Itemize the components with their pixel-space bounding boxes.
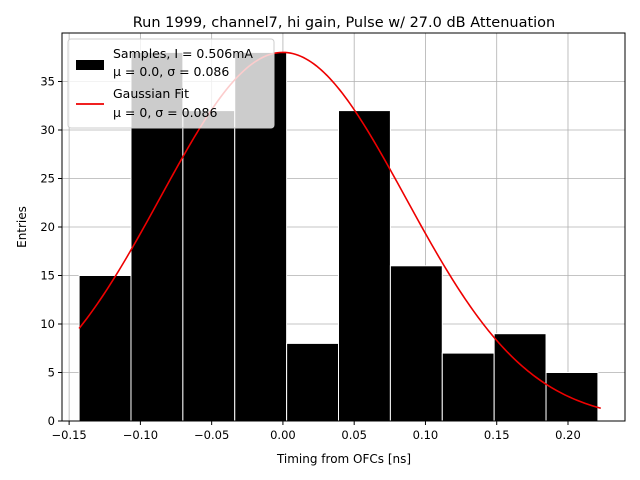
x-tick-label: 0.00 [270,428,296,442]
histogram-bar [441,352,495,422]
histogram-bar [286,342,340,422]
histogram-bar [545,372,599,422]
x-tick-label: 0.20 [555,428,581,442]
legend-label-fit: Gaussian Fit [113,86,189,101]
legend: Samples, I = 0.506mA μ = 0.0, σ = 0.086 … [67,38,275,129]
legend-label-samples: Samples, I = 0.506mA [113,46,253,61]
x-tick-label: −0.05 [194,428,229,442]
legend-swatch-samples [76,60,104,70]
y-tick-label: 15 [40,269,55,283]
y-tick-label: 0 [48,414,55,428]
y-tick-label: 25 [40,172,55,186]
y-tick-label: 35 [40,75,55,89]
chart-title: Run 1999, channel7, hi gain, Pulse w/ 27… [133,15,556,31]
x-axis-label: Timing from OFCs [ns] [276,452,411,466]
x-tick-label: 0.15 [484,428,510,442]
legend-stats-fit: μ = 0, σ = 0.086 [113,105,217,120]
y-tick-label: 10 [40,317,55,331]
x-tick-label: −0.10 [123,428,158,442]
histogram-bar [389,265,443,422]
legend-stats-samples: μ = 0.0, σ = 0.086 [113,64,229,79]
histogram-bar [182,110,236,422]
y-tick-label: 30 [40,123,55,137]
gaussian-fit [78,51,601,409]
gaussian-fit-line [78,51,601,409]
y-tick-label: 20 [40,220,55,234]
y-tick-label: 5 [48,366,55,380]
x-tick-label: 0.10 [413,428,439,442]
x-axis-ticks: −0.15 −0.10 −0.05 0.00 0.05 0.10 0.15 0.20 [52,421,581,442]
y-axis-label: Entries [15,206,29,248]
legend-box [67,38,275,129]
y-axis-ticks: 0 5 10 15 20 25 30 35 [40,75,62,428]
histogram-bar [78,275,132,422]
x-tick-label: 0.05 [341,428,367,442]
x-tick-label: −0.15 [52,428,87,442]
